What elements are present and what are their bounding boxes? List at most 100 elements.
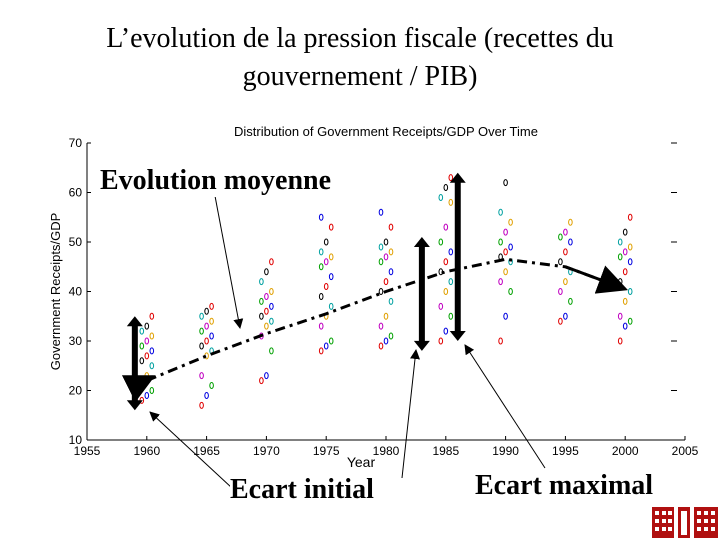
- mean-trend-arrow-end: [564, 265, 629, 294]
- x-tick-label: 1985: [432, 444, 459, 458]
- data-point: [264, 292, 269, 300]
- mean-trend: [121, 257, 629, 403]
- data-point: [508, 243, 513, 251]
- data-point: [388, 332, 394, 340]
- x-axis-label: Year: [347, 454, 376, 470]
- data-point: [139, 327, 145, 335]
- data-point: [383, 238, 389, 246]
- data-point: [443, 327, 449, 335]
- data-point: [264, 268, 269, 276]
- mean-trend-line: [146, 257, 626, 382]
- initial-spread-arrow-head-bottom: [126, 400, 143, 411]
- data-point: [498, 337, 503, 345]
- data-point: [627, 258, 633, 266]
- data-point: [568, 297, 573, 305]
- data-point: [383, 278, 389, 286]
- data-point: [264, 372, 269, 380]
- data-point: [259, 278, 264, 286]
- data-point: [498, 278, 503, 286]
- data-point: [388, 248, 394, 256]
- data-point: [378, 322, 384, 330]
- data-point: [388, 223, 394, 231]
- data-point: [448, 198, 454, 206]
- data-point: [558, 233, 563, 241]
- data-point: [318, 248, 324, 256]
- data-point: [318, 263, 324, 271]
- data-point: [503, 248, 508, 256]
- data-point: [503, 179, 508, 187]
- y-tick-label: 30: [69, 334, 83, 348]
- data-point: [438, 238, 444, 246]
- data-point: [627, 243, 633, 251]
- data-point: [622, 297, 628, 305]
- data-point: [383, 312, 389, 320]
- data-point: [264, 307, 269, 315]
- data-point: [259, 297, 264, 305]
- y-tick-label: 50: [69, 235, 83, 249]
- data-point: [259, 377, 264, 385]
- data-point: [498, 238, 503, 246]
- pointer-maximal: [464, 344, 546, 469]
- data-point: [209, 317, 214, 325]
- pointer-initial: [149, 411, 233, 489]
- data-point: [328, 302, 334, 310]
- callout-pointers: [149, 195, 546, 489]
- data-point: [443, 184, 449, 192]
- data-point: [617, 278, 623, 286]
- data-point: [149, 362, 155, 370]
- pointer-initial-2: [401, 349, 420, 479]
- data-point: [378, 208, 384, 216]
- data-point: [199, 312, 204, 320]
- data-point: [568, 218, 573, 226]
- data-point: [323, 342, 329, 350]
- max-spread-arrow-head-top: [449, 172, 466, 183]
- data-point: [503, 228, 508, 236]
- data-point: [149, 387, 155, 394]
- data-point: [318, 322, 324, 330]
- annotation-evolution-moyenne: Evolution moyenne: [100, 165, 332, 197]
- data-point: [318, 347, 324, 355]
- data-point: [264, 322, 269, 330]
- data-point: [328, 223, 334, 231]
- data-point: [199, 327, 204, 335]
- data-point: [204, 337, 209, 345]
- data-point: [378, 258, 384, 266]
- annotation-ecart-initial: Ecart initial: [230, 474, 374, 506]
- data-point: [269, 302, 274, 310]
- data-point: [383, 253, 389, 261]
- pointer-moyenne: [214, 195, 244, 329]
- data-point: [563, 278, 568, 286]
- y-axis-label: Government Receipts/GDP: [48, 213, 63, 371]
- data-point: [622, 322, 628, 330]
- data-point: [443, 258, 449, 266]
- mid-spread-arrow-head-bottom: [413, 340, 430, 351]
- data-point: [558, 258, 563, 266]
- mean-trend-arrow-start: [121, 375, 156, 403]
- data-point: [149, 312, 155, 320]
- y-tick-label: 60: [69, 186, 83, 200]
- data-point: [558, 288, 563, 295]
- y-tick-label: 70: [69, 136, 83, 150]
- x-tick-label: 1990: [492, 444, 519, 458]
- data-point: [622, 268, 628, 276]
- initial-spread-arrow-head-top: [126, 316, 143, 327]
- data-point: [438, 302, 444, 310]
- data-point: [627, 317, 633, 325]
- data-point: [318, 292, 324, 300]
- data-point: [323, 238, 329, 246]
- logo-icon: [652, 507, 718, 538]
- data-point: [269, 288, 274, 295]
- data-point: [448, 278, 454, 286]
- x-tick-label: 2000: [612, 444, 639, 458]
- max-spread-arrow-head-bottom: [449, 331, 466, 341]
- data-point: [438, 193, 444, 201]
- data-point: [443, 288, 449, 295]
- x-tick-label: 2005: [672, 444, 699, 458]
- data-point: [508, 288, 513, 295]
- data-point: [378, 288, 384, 295]
- data-point: [328, 253, 334, 261]
- data-point: [144, 352, 150, 360]
- x-tick-label: 1970: [253, 444, 280, 458]
- data-point: [139, 377, 145, 385]
